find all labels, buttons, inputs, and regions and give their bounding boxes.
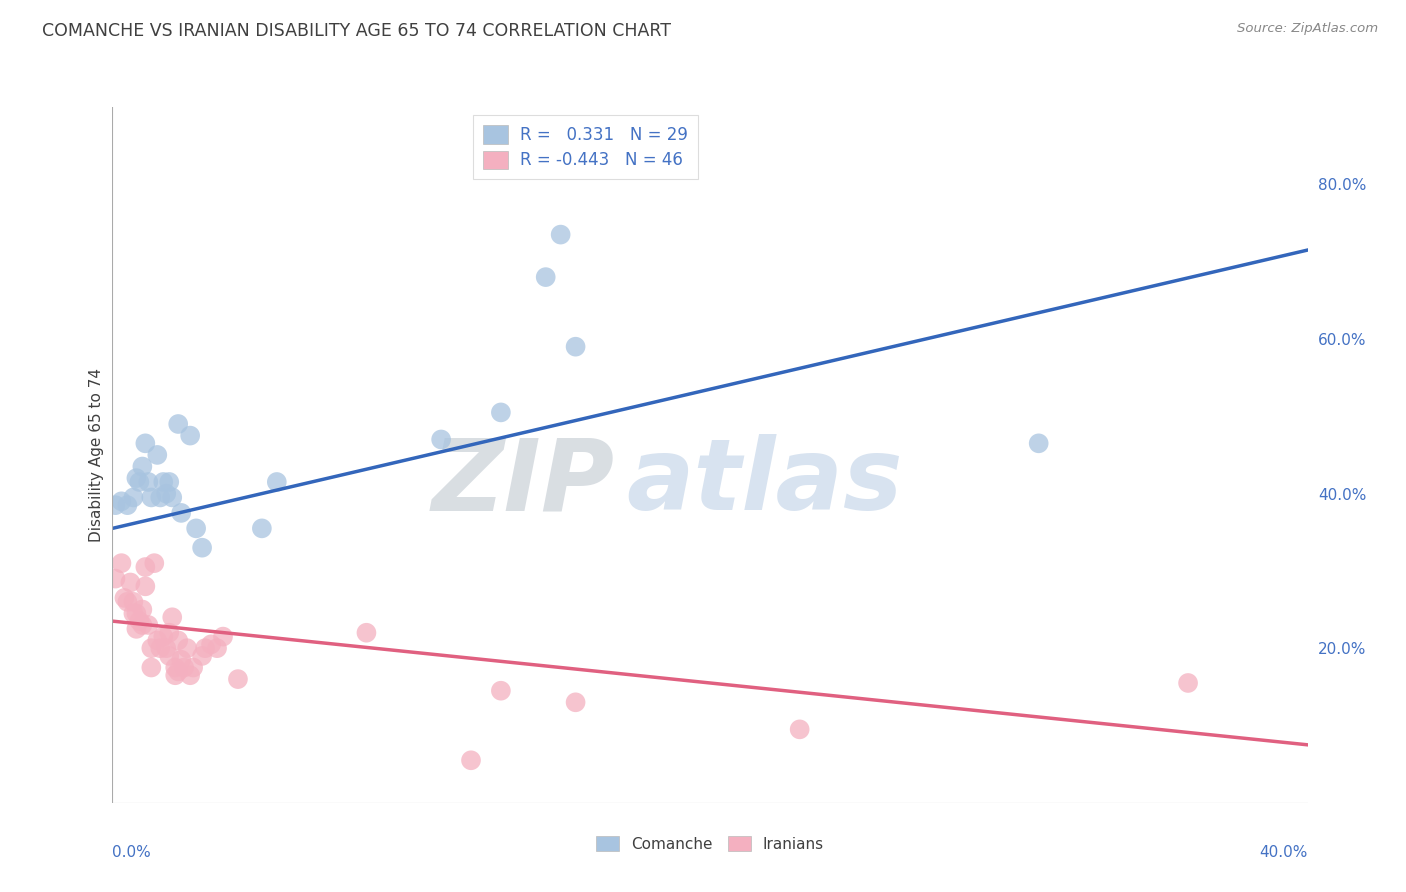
Point bbox=[173, 660, 195, 674]
Point bbox=[120, 575, 142, 590]
Point bbox=[141, 491, 163, 505]
Point bbox=[128, 475, 150, 489]
Point bbox=[179, 668, 201, 682]
Point bbox=[170, 653, 193, 667]
Point bbox=[550, 227, 572, 242]
Point bbox=[131, 602, 153, 616]
Point bbox=[489, 683, 512, 698]
Point bbox=[134, 436, 156, 450]
Point bbox=[1177, 676, 1199, 690]
Point bbox=[179, 428, 201, 442]
Point bbox=[152, 475, 174, 489]
Point bbox=[176, 641, 198, 656]
Point bbox=[167, 665, 190, 679]
Point bbox=[155, 486, 177, 500]
Point bbox=[110, 494, 132, 508]
Legend: Comanche, Iranians: Comanche, Iranians bbox=[591, 830, 830, 858]
Point bbox=[114, 591, 135, 605]
Point bbox=[212, 630, 235, 644]
Point bbox=[167, 633, 190, 648]
Point bbox=[1028, 436, 1050, 450]
Point bbox=[564, 340, 586, 354]
Point bbox=[134, 579, 156, 593]
Point bbox=[162, 491, 183, 505]
Point bbox=[460, 753, 482, 767]
Point bbox=[146, 448, 169, 462]
Point bbox=[125, 622, 148, 636]
Point bbox=[266, 475, 288, 489]
Point bbox=[205, 641, 228, 656]
Point bbox=[143, 556, 166, 570]
Point bbox=[165, 668, 187, 682]
Point bbox=[152, 630, 174, 644]
Text: 0.0%: 0.0% bbox=[112, 845, 152, 860]
Point bbox=[170, 506, 193, 520]
Text: ZIP: ZIP bbox=[432, 434, 614, 532]
Point bbox=[125, 471, 148, 485]
Point bbox=[149, 491, 172, 505]
Point bbox=[122, 607, 145, 621]
Point bbox=[356, 625, 378, 640]
Point bbox=[181, 660, 204, 674]
Text: Source: ZipAtlas.com: Source: ZipAtlas.com bbox=[1237, 22, 1378, 36]
Point bbox=[155, 641, 177, 656]
Point bbox=[138, 475, 160, 489]
Point bbox=[430, 433, 453, 447]
Point bbox=[250, 521, 273, 535]
Point bbox=[226, 672, 249, 686]
Point bbox=[191, 648, 214, 663]
Point bbox=[134, 560, 156, 574]
Point bbox=[104, 572, 127, 586]
Point bbox=[131, 618, 153, 632]
Point bbox=[191, 541, 214, 555]
Point bbox=[162, 610, 183, 624]
Point bbox=[157, 648, 180, 663]
Text: COMANCHE VS IRANIAN DISABILITY AGE 65 TO 74 CORRELATION CHART: COMANCHE VS IRANIAN DISABILITY AGE 65 TO… bbox=[42, 22, 671, 40]
Point bbox=[138, 618, 160, 632]
Point bbox=[157, 625, 180, 640]
Y-axis label: Disability Age 65 to 74: Disability Age 65 to 74 bbox=[89, 368, 104, 542]
Point bbox=[122, 491, 145, 505]
Point bbox=[489, 405, 512, 419]
Point bbox=[157, 475, 180, 489]
Text: atlas: atlas bbox=[626, 434, 903, 532]
Point bbox=[789, 723, 811, 737]
Point bbox=[167, 417, 190, 431]
Point bbox=[200, 637, 222, 651]
Point bbox=[122, 595, 145, 609]
Point bbox=[564, 695, 586, 709]
Point bbox=[131, 459, 153, 474]
Point bbox=[194, 641, 217, 656]
Point bbox=[146, 633, 169, 648]
Point bbox=[125, 607, 148, 621]
Point bbox=[117, 498, 139, 512]
Point bbox=[141, 641, 163, 656]
Text: 40.0%: 40.0% bbox=[1260, 845, 1308, 860]
Point bbox=[165, 660, 187, 674]
Point bbox=[128, 614, 150, 628]
Point bbox=[149, 641, 172, 656]
Point bbox=[110, 556, 132, 570]
Point bbox=[141, 660, 163, 674]
Point bbox=[534, 270, 557, 285]
Point bbox=[104, 498, 127, 512]
Point bbox=[186, 521, 208, 535]
Point bbox=[117, 595, 139, 609]
